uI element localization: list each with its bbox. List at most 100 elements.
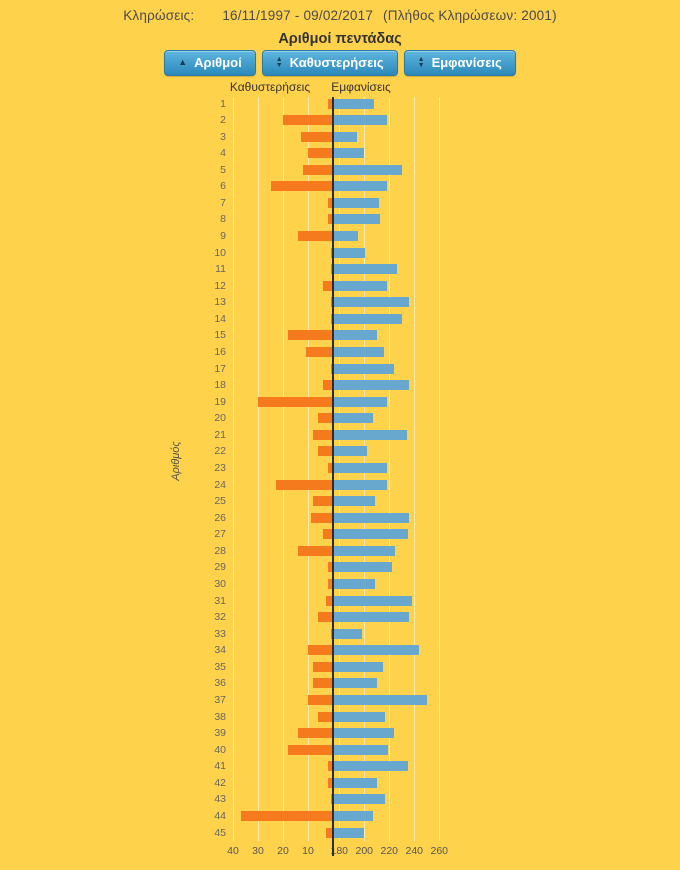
row-label-number: 37 (214, 694, 226, 707)
page-title: Αριθμοί πεντάδας (278, 31, 402, 47)
row-label-number: 38 (214, 710, 226, 723)
appearances-bar (334, 761, 408, 772)
appearances-bar (334, 429, 407, 440)
appearances-bar (334, 131, 357, 142)
row-label-number: 42 (214, 776, 226, 789)
row-label-number: 11 (215, 263, 226, 276)
delay-bar (328, 214, 333, 225)
appearances-bar (334, 446, 367, 457)
row-label-number: 21 (214, 428, 226, 441)
appearances-bar (334, 413, 373, 424)
delay-bar (318, 413, 333, 424)
row-label-number: 41 (214, 760, 226, 773)
delay-bar (330, 297, 333, 308)
row-label-number: 32 (214, 611, 226, 624)
draws-range: 16/11/1997 - 09/02/2017 (222, 8, 374, 23)
sort-button-appearances-label: Εμφανίσεις (431, 55, 502, 70)
delay-bar (325, 827, 333, 838)
column-header-appearances: Εμφανίσεις (331, 80, 391, 94)
sort-button-appearances[interactable]: ▲ ▼ Εμφανίσεις (403, 50, 516, 76)
sort-button-numbers[interactable]: ▲ Αριθμοί (164, 50, 256, 76)
appearances-bar (334, 347, 384, 358)
appearances-bar (334, 396, 387, 407)
gridline (233, 97, 234, 841)
row-label-number: 26 (214, 511, 226, 524)
delay-bar (318, 711, 333, 722)
row-label-number: 18 (214, 379, 226, 392)
appearances-bar (334, 380, 409, 391)
delay-bar (270, 181, 333, 192)
appearances-bar (334, 595, 412, 606)
delay-bar (330, 363, 333, 374)
row-label-number: 24 (214, 478, 226, 491)
appearances-bar (334, 280, 387, 291)
sort-both-icon: ▲ ▼ (275, 55, 283, 69)
delay-bar (330, 628, 333, 639)
sort-button-row: ▲ Αριθμοί ▲ ▼ Καθυστερήσεις ▲ ▼ Εμφανίσεις (0, 50, 680, 76)
appearances-bar (334, 231, 358, 242)
row-label-number: 29 (214, 561, 226, 574)
appearances-bar (334, 545, 396, 556)
sort-button-numbers-label: Αριθμοί (194, 55, 242, 70)
delay-bar (318, 446, 333, 457)
row-label-number: 39 (214, 727, 226, 740)
row-label-number: 8 (220, 213, 226, 226)
appearances-bar (334, 463, 387, 474)
appearances-bar (334, 363, 394, 374)
row-label-number: 34 (214, 644, 226, 657)
row-label-number: 45 (214, 826, 226, 839)
row-label-number: 6 (220, 180, 226, 193)
delay-bar (318, 612, 333, 623)
row-label-number: 7 (220, 196, 226, 209)
row-label-number: 4 (220, 147, 226, 160)
appearances-bar (334, 628, 362, 639)
delay-bar (328, 98, 333, 109)
appearances-bar (334, 181, 387, 192)
delay-bar (313, 496, 333, 507)
row-label-number: 5 (220, 163, 226, 176)
delay-bar (288, 330, 333, 341)
delay-bar (328, 562, 333, 573)
appearances-bar (334, 744, 388, 755)
sort-button-delays-label: Καθυστερήσεις (289, 55, 384, 70)
row-label-number: 28 (214, 544, 226, 557)
row-label-number: 9 (220, 230, 226, 243)
row-label-number: 17 (214, 362, 226, 375)
gridline (414, 97, 416, 841)
row-label-number: 43 (214, 793, 226, 806)
delay-bar (328, 761, 333, 772)
column-header-delays: Καθυστερήσεις (229, 80, 311, 94)
delay-bar (313, 678, 333, 689)
appearances-bar (334, 264, 397, 275)
draws-count: (Πλήθος Κληρώσεων: 2001) (383, 8, 557, 23)
x-axis-tick-label: 20 (277, 845, 289, 857)
row-label-number: 20 (214, 412, 226, 425)
x-axis-tick-label: 10 (302, 845, 314, 857)
delay-bar (313, 661, 333, 672)
delay-bar (330, 794, 333, 805)
gridline (439, 97, 441, 841)
row-label-number: 13 (214, 296, 226, 309)
x-axis-tick-label: 180 (330, 845, 349, 857)
sort-ascending-icon: ▲ (178, 57, 188, 67)
row-label-number: 44 (214, 810, 226, 822)
appearances-bar (334, 811, 373, 821)
row-label-number: 40 (214, 743, 226, 756)
appearances-bar (334, 98, 374, 109)
delay-bar (313, 429, 333, 440)
appearances-bar (334, 148, 364, 159)
gridline (258, 97, 259, 841)
appearances-bar (334, 645, 419, 656)
appearances-bar (334, 695, 427, 706)
appearances-bar (334, 827, 364, 838)
appearances-bar (334, 728, 394, 739)
appearances-bar (334, 777, 377, 788)
x-axis-tick-label: 30 (252, 845, 264, 857)
x-axis-tick-label: 200 (355, 845, 374, 857)
row-label-number: 2 (220, 114, 226, 127)
delay-bar (323, 380, 333, 391)
row-label-number: 36 (214, 677, 226, 690)
row-label-number: 25 (214, 495, 226, 508)
sort-button-delays[interactable]: ▲ ▼ Καθυστερήσεις (261, 50, 398, 76)
delay-bar (305, 347, 333, 358)
